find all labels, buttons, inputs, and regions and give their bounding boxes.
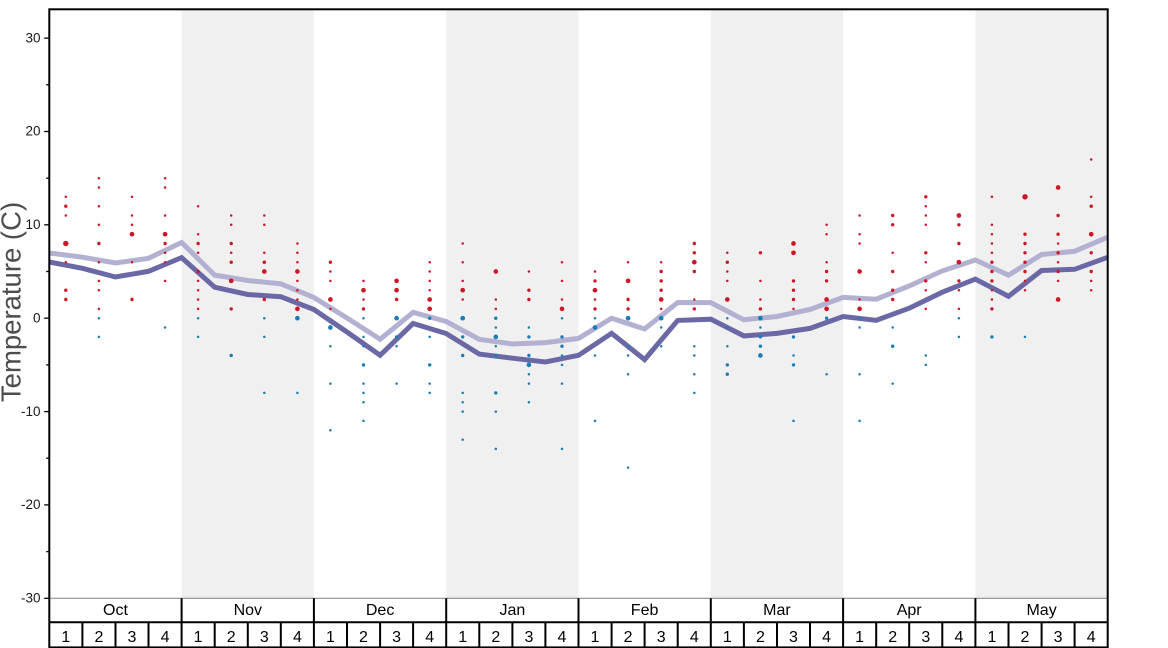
svg-text:2: 2 — [491, 629, 500, 646]
svg-text:1: 1 — [326, 629, 335, 646]
svg-text:Temperature (C): Temperature (C) — [0, 202, 27, 402]
svg-text:3: 3 — [921, 629, 930, 646]
svg-text:4: 4 — [822, 629, 831, 646]
svg-text:2: 2 — [624, 629, 633, 646]
svg-text:2: 2 — [1021, 629, 1030, 646]
svg-text:4: 4 — [690, 629, 699, 646]
svg-text:3: 3 — [524, 629, 533, 646]
svg-text:2: 2 — [227, 629, 236, 646]
svg-text:3: 3 — [657, 629, 666, 646]
svg-text:Dec: Dec — [366, 602, 394, 619]
svg-text:3: 3 — [392, 629, 401, 646]
svg-text:10: 10 — [25, 217, 40, 232]
svg-text:4: 4 — [425, 629, 434, 646]
svg-text:3: 3 — [789, 629, 798, 646]
svg-text:1: 1 — [987, 629, 996, 646]
svg-text:Feb: Feb — [631, 602, 659, 619]
svg-text:1: 1 — [855, 629, 864, 646]
svg-text:2: 2 — [94, 629, 103, 646]
svg-text:4: 4 — [161, 629, 170, 646]
svg-text:4: 4 — [293, 629, 302, 646]
svg-text:Jan: Jan — [500, 602, 526, 619]
svg-text:4: 4 — [1087, 629, 1096, 646]
svg-text:-10: -10 — [21, 404, 41, 419]
svg-text:3: 3 — [128, 629, 137, 646]
svg-text:1: 1 — [723, 629, 732, 646]
svg-text:Mar: Mar — [763, 602, 791, 619]
svg-text:20: 20 — [25, 124, 40, 139]
svg-text:0: 0 — [33, 310, 41, 325]
svg-text:4: 4 — [954, 629, 963, 646]
svg-text:-30: -30 — [21, 591, 41, 606]
svg-text:30: 30 — [25, 30, 40, 45]
svg-text:-20: -20 — [21, 497, 41, 512]
svg-text:2: 2 — [888, 629, 897, 646]
svg-text:Oct: Oct — [103, 602, 128, 619]
svg-text:Apr: Apr — [897, 602, 923, 619]
svg-text:3: 3 — [260, 629, 269, 646]
svg-text:4: 4 — [558, 629, 567, 646]
svg-text:1: 1 — [591, 629, 600, 646]
svg-text:2: 2 — [756, 629, 765, 646]
svg-text:Nov: Nov — [234, 602, 262, 619]
svg-text:2: 2 — [359, 629, 368, 646]
svg-text:May: May — [1026, 602, 1056, 619]
svg-text:1: 1 — [61, 629, 70, 646]
svg-text:1: 1 — [458, 629, 467, 646]
svg-text:3: 3 — [1054, 629, 1063, 646]
svg-text:1: 1 — [194, 629, 203, 646]
